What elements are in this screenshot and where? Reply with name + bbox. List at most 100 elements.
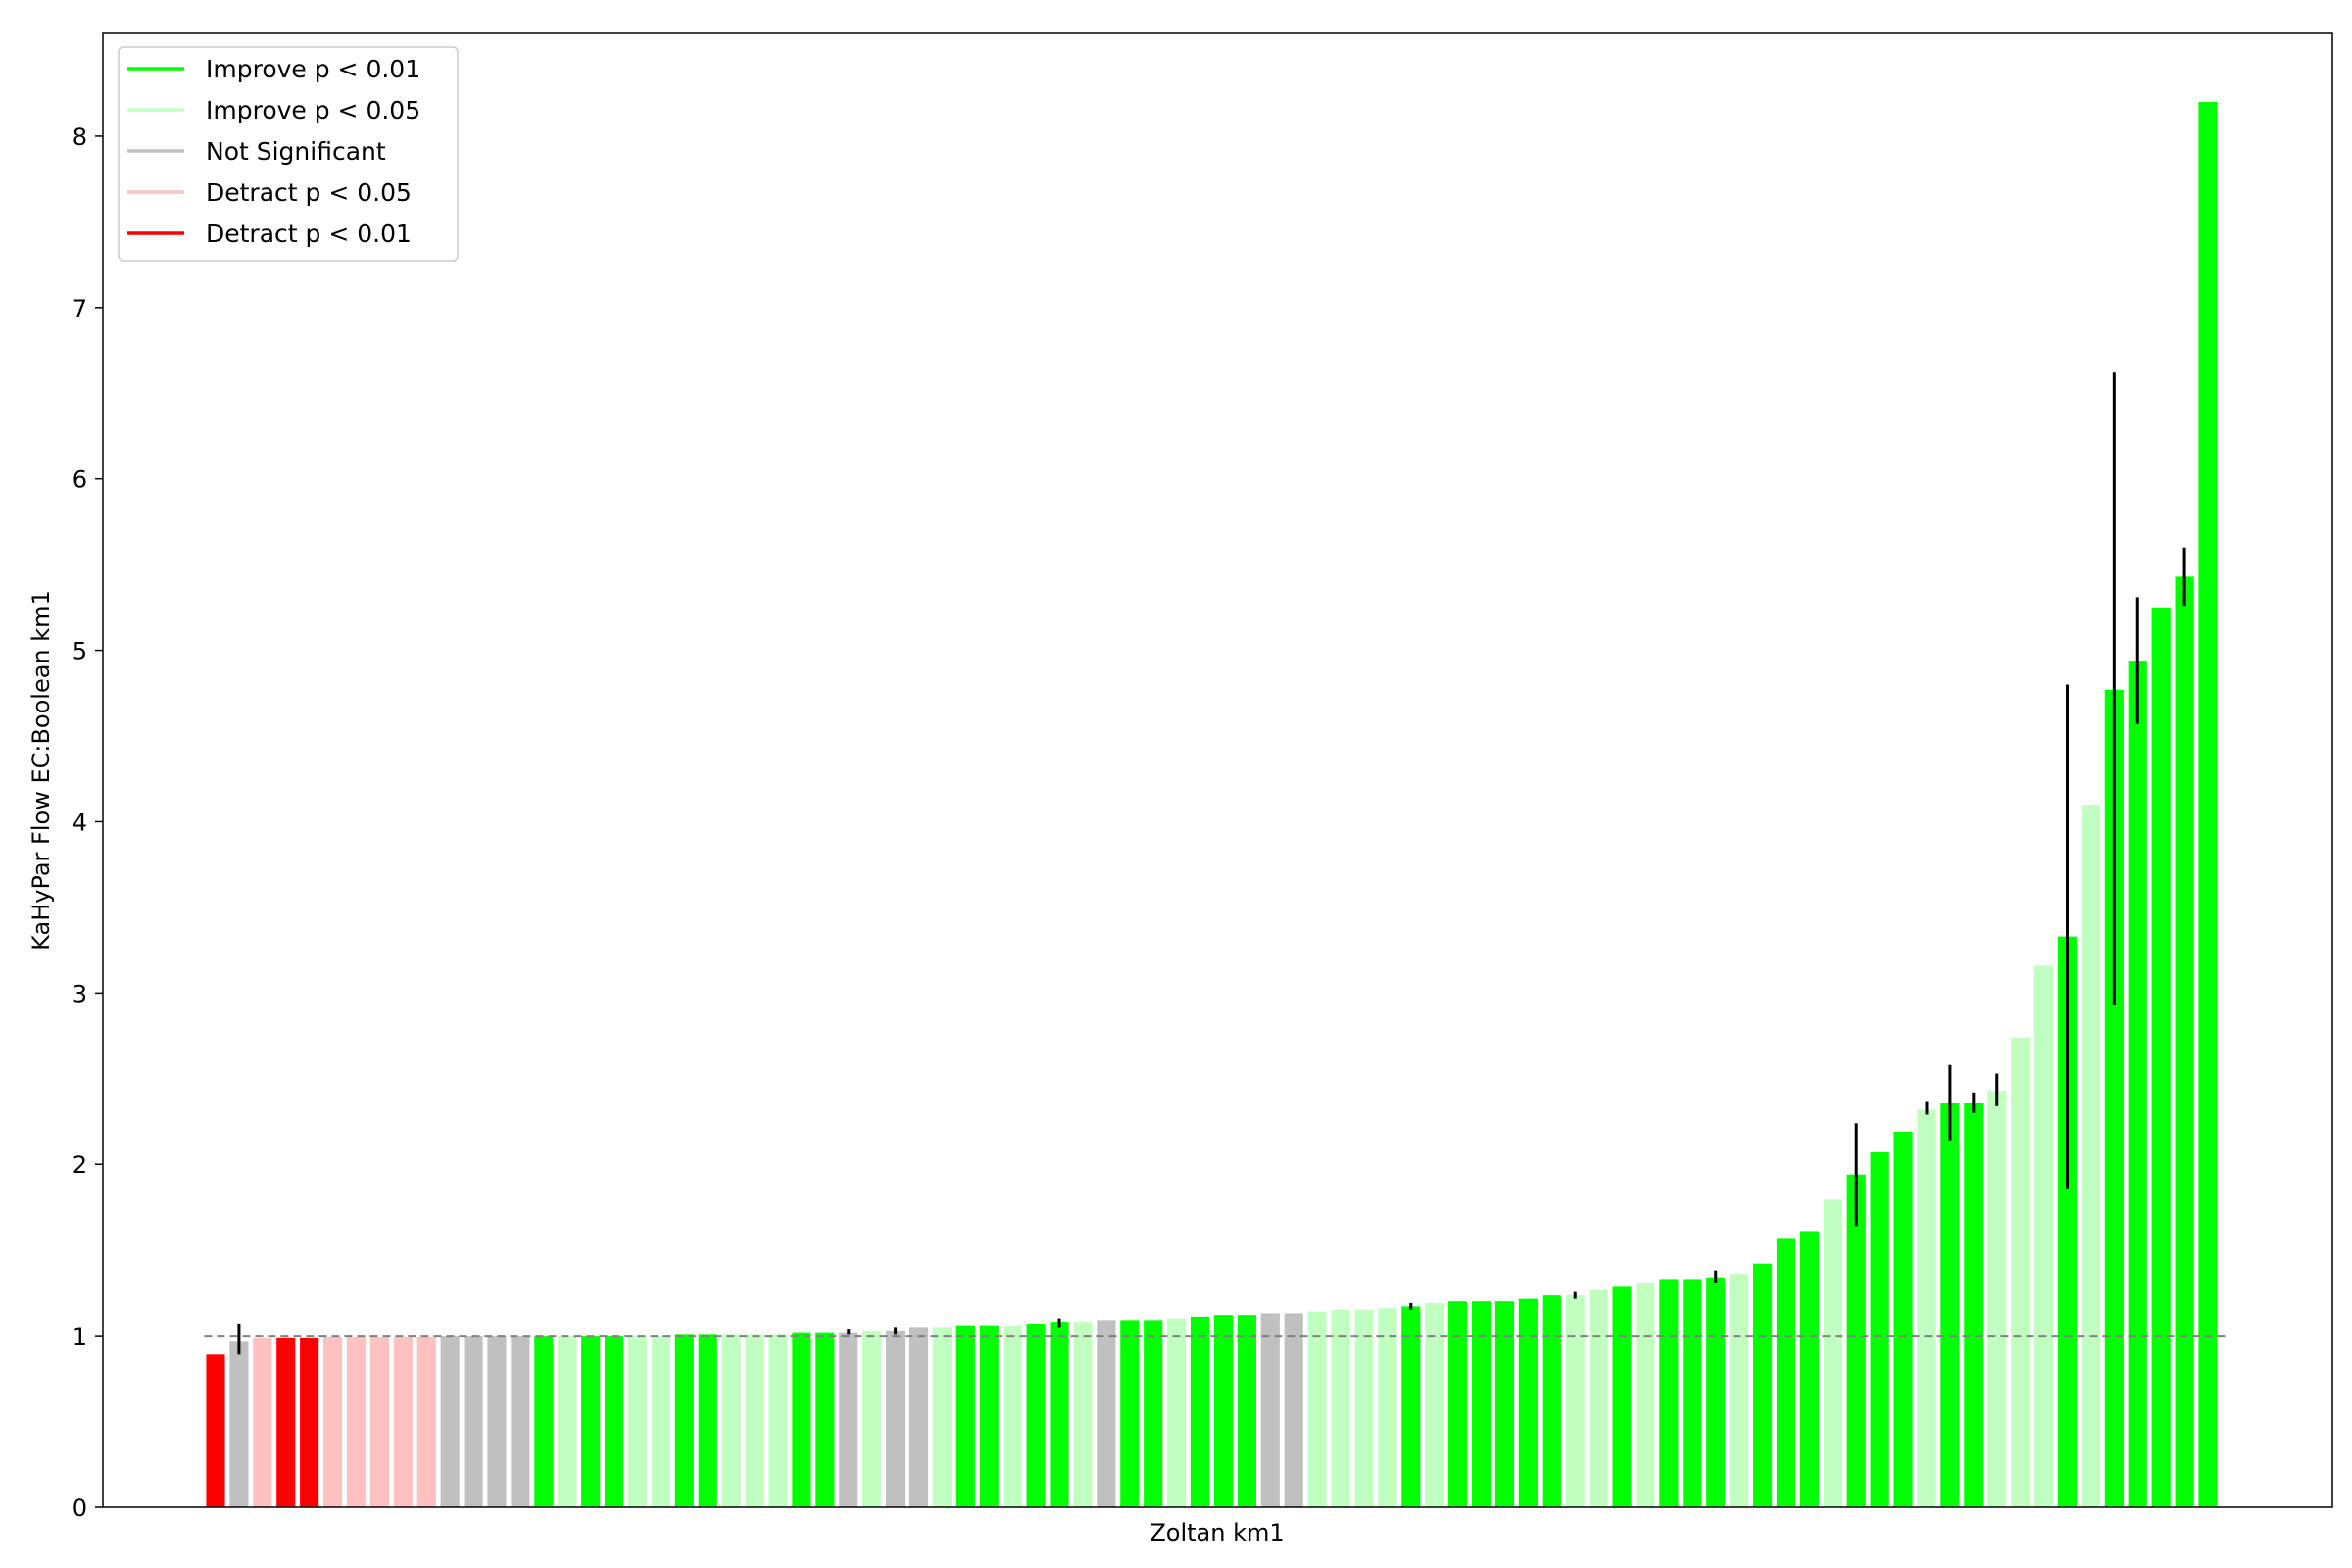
legend-label: Not Significant bbox=[206, 137, 386, 166]
bar bbox=[721, 1334, 741, 1507]
bar bbox=[627, 1336, 648, 1507]
y-tick-label: 3 bbox=[73, 980, 87, 1007]
bar bbox=[440, 1336, 460, 1507]
bar bbox=[815, 1332, 835, 1507]
bar bbox=[932, 1327, 953, 1507]
bar bbox=[2198, 101, 2218, 1508]
bar bbox=[487, 1336, 507, 1507]
bar bbox=[1612, 1286, 1632, 1507]
bar bbox=[2151, 607, 2171, 1507]
bar bbox=[1846, 1174, 1866, 1507]
bar bbox=[674, 1334, 694, 1507]
legend-label: Improve p < 0.01 bbox=[206, 55, 420, 83]
bar bbox=[1425, 1302, 1445, 1507]
bar bbox=[1167, 1318, 1187, 1507]
bars-group bbox=[206, 101, 2218, 1508]
bar bbox=[1589, 1289, 1608, 1507]
bar bbox=[1659, 1279, 1679, 1507]
bar bbox=[300, 1337, 319, 1507]
bar bbox=[206, 1354, 225, 1507]
y-tick-label: 4 bbox=[73, 808, 87, 836]
legend-box bbox=[118, 46, 459, 262]
bar bbox=[956, 1325, 975, 1507]
bar bbox=[323, 1336, 343, 1507]
y-tick-label: 8 bbox=[73, 123, 87, 151]
bar bbox=[1706, 1277, 1726, 1507]
legend-label: Detract p < 0.01 bbox=[206, 220, 412, 248]
bar bbox=[1753, 1263, 1773, 1507]
bar bbox=[1636, 1282, 1655, 1507]
bar bbox=[1518, 1298, 1538, 1507]
bar bbox=[768, 1334, 788, 1507]
bar bbox=[651, 1336, 670, 1507]
bar bbox=[2057, 936, 2078, 1507]
plot-frame bbox=[102, 32, 2333, 1508]
bar bbox=[1494, 1301, 1515, 1507]
bar bbox=[2175, 576, 2194, 1507]
legend: Improve p < 0.01 Improve p < 0.05 Not Sign… bbox=[118, 46, 459, 262]
bar bbox=[1307, 1311, 1327, 1507]
y-tick-label: 7 bbox=[73, 295, 87, 322]
bar bbox=[745, 1334, 764, 1507]
y-tick-label: 2 bbox=[73, 1152, 87, 1179]
bar bbox=[1284, 1313, 1303, 1507]
bar bbox=[2081, 804, 2100, 1507]
bar bbox=[2128, 661, 2147, 1507]
bar bbox=[229, 1341, 249, 1507]
bar bbox=[1354, 1309, 1374, 1507]
bar bbox=[1097, 1320, 1116, 1507]
bar bbox=[1870, 1152, 1889, 1507]
bar bbox=[792, 1332, 811, 1507]
bar bbox=[1730, 1274, 1749, 1507]
y-tick-label: 6 bbox=[73, 466, 87, 494]
bar bbox=[1050, 1322, 1069, 1507]
bar bbox=[1401, 1306, 1421, 1507]
bar bbox=[2034, 965, 2054, 1507]
bar bbox=[1565, 1295, 1585, 1507]
bar bbox=[464, 1336, 483, 1507]
bar bbox=[1799, 1231, 1819, 1507]
bar bbox=[886, 1330, 906, 1507]
bar bbox=[1260, 1313, 1280, 1507]
bar bbox=[1213, 1315, 1234, 1507]
bar bbox=[393, 1336, 413, 1507]
bar bbox=[253, 1337, 272, 1507]
bar bbox=[698, 1334, 717, 1507]
y-axis-ticks: 0 1 2 3 4 5 6 7 8 bbox=[73, 123, 103, 1522]
bar bbox=[1003, 1325, 1022, 1507]
bar bbox=[1542, 1295, 1561, 1507]
y-axis-label: KaHyPar Flow EC:Boolean km1 bbox=[27, 590, 55, 951]
x-axis-label: Zoltan km1 bbox=[1150, 1519, 1284, 1546]
y-tick-label: 1 bbox=[73, 1323, 87, 1350]
y-tick-label: 0 bbox=[73, 1494, 87, 1522]
bar bbox=[1144, 1320, 1163, 1507]
bar bbox=[1120, 1320, 1140, 1507]
bar bbox=[908, 1327, 929, 1507]
bar bbox=[1683, 1279, 1702, 1507]
bar bbox=[1987, 1091, 2007, 1507]
bar bbox=[416, 1336, 436, 1507]
bar bbox=[1448, 1301, 1468, 1507]
bar bbox=[276, 1337, 296, 1507]
bar bbox=[1776, 1238, 1796, 1507]
bar bbox=[1823, 1199, 1842, 1507]
bar bbox=[979, 1325, 999, 1507]
bar bbox=[839, 1332, 858, 1507]
bar bbox=[1940, 1102, 1960, 1507]
bar bbox=[2011, 1037, 2031, 1507]
bar bbox=[1237, 1315, 1256, 1507]
bar bbox=[1964, 1102, 1984, 1507]
bar bbox=[1026, 1323, 1046, 1507]
bar bbox=[1893, 1132, 1913, 1507]
legend-label: Detract p < 0.05 bbox=[206, 178, 412, 207]
bar bbox=[2104, 689, 2124, 1507]
plot-background bbox=[103, 33, 2332, 1507]
bar bbox=[1471, 1301, 1492, 1507]
legend-label: Improve p < 0.05 bbox=[206, 96, 420, 124]
bar bbox=[511, 1336, 530, 1507]
bar bbox=[346, 1336, 367, 1507]
bar bbox=[1073, 1322, 1093, 1507]
error-bars-group bbox=[237, 372, 2186, 1355]
bar bbox=[1190, 1316, 1210, 1507]
